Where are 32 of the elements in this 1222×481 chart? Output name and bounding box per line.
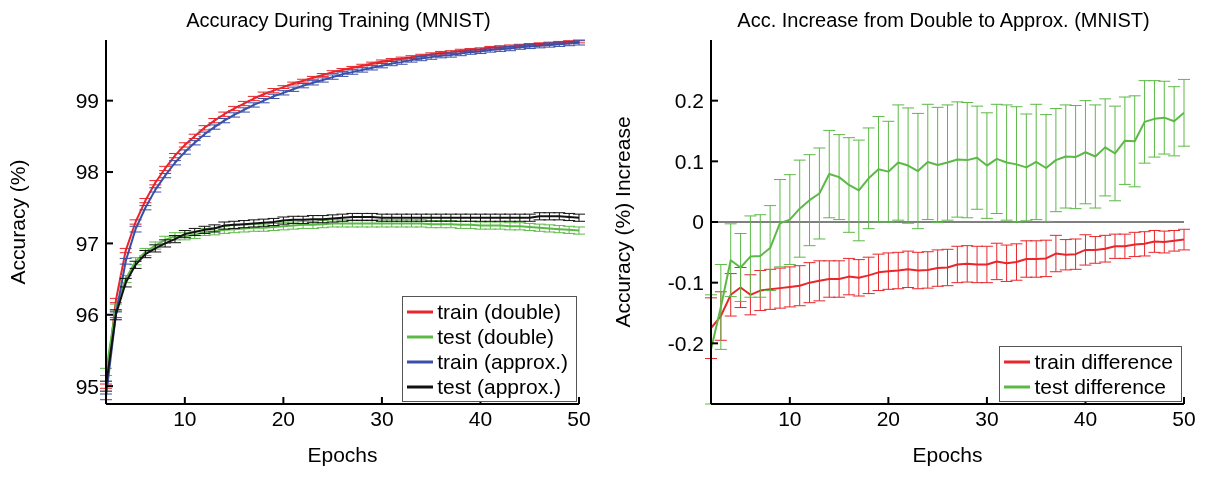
y-tick-label: 95: [75, 374, 99, 398]
x-tick-label: 30: [975, 406, 999, 430]
y-axis-title: Accuracy (%) Increase: [611, 116, 635, 328]
x-tick-label: 30: [370, 406, 394, 430]
y-tick-label: -0.1: [667, 271, 704, 295]
x-axis-title: Epochs: [307, 443, 378, 466]
legend-label: test (double): [437, 324, 555, 349]
x-axis-title: Epochs: [912, 443, 983, 466]
y-tick-label: 0.2: [674, 89, 704, 113]
y-tick-label: 97: [75, 231, 99, 255]
legend-label: test difference: [1034, 374, 1166, 399]
legend-label: train (approx.): [437, 349, 568, 374]
legend-label: test (approx.): [437, 374, 561, 399]
chart-title: Accuracy During Training (MNIST): [185, 8, 492, 32]
legend-label: train difference: [1034, 349, 1173, 374]
x-tick-label: 40: [1073, 406, 1098, 430]
y-axis-title: Accuracy (%): [6, 159, 30, 285]
x-tick-label: 10: [173, 406, 197, 430]
x-tick-label: 50: [1172, 406, 1196, 430]
x-tick-label: 20: [876, 406, 901, 430]
y-tick-label: 0.1: [674, 149, 704, 173]
y-tick-label: 0: [692, 210, 704, 234]
x-tick-label: 40: [468, 406, 493, 430]
y-tick-label: 96: [75, 303, 99, 327]
y-tick-label: 99: [75, 89, 99, 113]
legend-label: train (double): [437, 299, 562, 324]
y-tick-label: 98: [75, 160, 99, 184]
x-tick-label: 20: [271, 406, 296, 430]
x-tick-label: 50: [567, 406, 591, 430]
y-tick-label: -0.2: [667, 331, 704, 355]
x-tick-label: 10: [778, 406, 802, 430]
chart-title: Acc. Increase from Double to Approx. (MNIST): [736, 8, 1151, 32]
